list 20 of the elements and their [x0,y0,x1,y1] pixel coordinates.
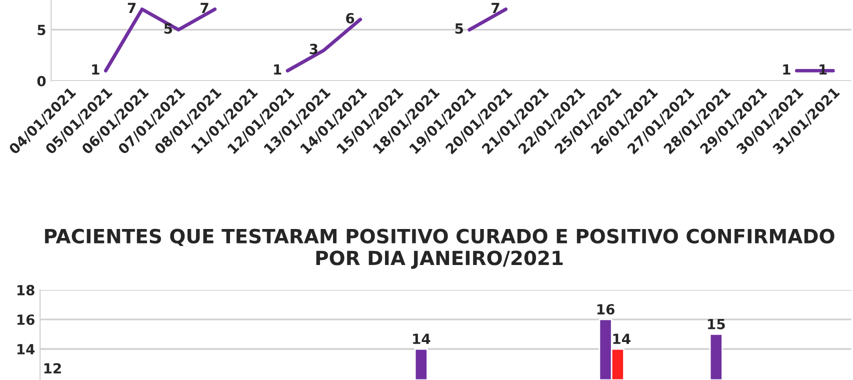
data-label: 5 [455,23,463,34]
data-label: 15 [708,319,725,330]
data-label: 1 [92,64,100,75]
data-label: 6 [346,13,354,24]
data-label: 7 [200,2,208,14]
data-label: 16 [597,304,614,315]
chart-title: PACIENTES QUE TESTARAM POSITIVO CURADO E POSITIVO CONFIRMADO POR DIA JANEIRO/2021 [45,228,834,269]
y-tick-label: 18 [17,284,34,296]
y-tick-label: 0 [37,76,46,86]
y-tick-label: 14 [17,344,35,354]
y-tick-label: 16 [17,314,34,325]
data-label: 14 [413,334,430,344]
data-label: 7 [492,2,500,14]
data-label: 3 [310,44,318,54]
data-label: 5 [164,23,172,34]
data-label: 14 [613,334,630,344]
data-label: 12 [44,363,61,374]
data-label: 7 [128,2,136,14]
data-label: 1 [783,64,790,75]
data-label: 1 [274,64,282,75]
